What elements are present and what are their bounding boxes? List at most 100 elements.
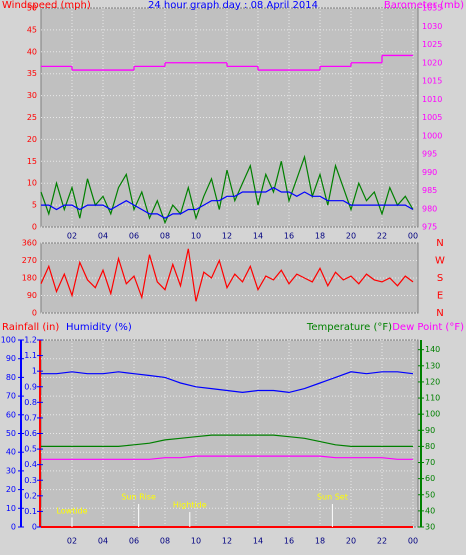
y-tick-label: 90 (27, 291, 37, 300)
y-tick-label: 10 (6, 504, 16, 513)
x-tick-label: 00 (408, 537, 418, 546)
annotation-label: Hightide (173, 501, 207, 510)
y-tick-label: 35 (27, 69, 37, 78)
y-tick-label: 1005 (422, 113, 442, 122)
series-line (40, 248, 414, 302)
y-tick-label: 30 (425, 523, 435, 532)
y-tick-label: 80 (6, 373, 16, 382)
y-tick-label: 10 (27, 179, 37, 188)
y-tick-label: 360 (22, 239, 37, 248)
legend-entry: Humidity (%) (66, 322, 132, 333)
y-tick-label: 1025 (422, 40, 442, 49)
x-tick-label: 14 (253, 232, 263, 241)
x-tick-label: 10 (191, 537, 201, 546)
x-tick-label: 08 (160, 537, 170, 546)
legend-entry: Rainfall (in) (2, 322, 59, 333)
y-tick-label: 50 (6, 429, 16, 438)
y-tick-label: 1035 (422, 4, 442, 13)
y-tick-label: 0 (11, 523, 16, 532)
plot-area (40, 242, 419, 314)
plot-area (40, 7, 419, 228)
y-tick-label: 0.7 (24, 413, 37, 422)
y-tick-label: 40 (6, 448, 16, 457)
annotation-label: Sun Rise (121, 493, 156, 502)
series-line (41, 186, 414, 219)
y-tick-label: 270 (22, 256, 37, 265)
y-tick-label: 0 (32, 309, 37, 318)
y-tick-label: 20 (27, 135, 37, 144)
y-tick-label: 110 (425, 394, 440, 403)
x-tick-label: 06 (129, 232, 139, 241)
x-tick-label: 18 (315, 232, 325, 241)
y-tick-label: 1000 (422, 131, 442, 140)
x-tick-label: 04 (98, 537, 108, 546)
y-tick-label: 0.5 (24, 445, 37, 454)
annotation-label: Sun Set (317, 493, 348, 502)
series-line (41, 434, 413, 447)
series-line (40, 154, 414, 225)
y-tick-label: 0.2 (24, 491, 37, 500)
y2-axis-label: Barometer (mb) (384, 0, 464, 11)
x-tick-label: 22 (377, 537, 387, 546)
x-tick-label: 12 (222, 232, 232, 241)
y-tick-label: 20 (6, 485, 16, 494)
x-tick-label: 22 (377, 232, 387, 241)
x-tick-label: 20 (346, 232, 356, 241)
y-tick-label: 1020 (422, 58, 442, 67)
y-tick-label: N (436, 238, 443, 249)
y-tick-label: 1.1 (24, 351, 37, 360)
y-tick-label: 120 (425, 377, 440, 386)
x-tick-label: 12 (222, 537, 232, 546)
y-tick-label: 0 (32, 223, 37, 232)
series-line (41, 455, 413, 460)
y-tick-label: 1.2 (24, 336, 37, 345)
x-tick-label: 02 (67, 537, 77, 546)
legend-entry: Dew Point (°F) (392, 322, 464, 333)
y-tick-label: 180 (22, 274, 37, 283)
y-tick-label: 995 (422, 150, 437, 159)
y-tick-label: 50 (27, 4, 37, 13)
y-tick-label: S (437, 273, 443, 284)
y-tick-label: 45 (27, 25, 37, 34)
y-tick-label: 1015 (422, 77, 442, 86)
y-tick-label: 0.6 (24, 429, 37, 438)
x-tick-label: 16 (284, 232, 294, 241)
chart-title: 24 hour graph day : 08 April 2014 (148, 0, 318, 11)
y-tick-label: 0.9 (24, 382, 37, 391)
y-tick-label: 30 (6, 466, 16, 475)
x-tick-label: 04 (98, 232, 108, 241)
y-tick-label: 130 (425, 361, 440, 370)
y-tick-label: 1010 (422, 95, 442, 104)
y-tick-label: 140 (425, 345, 440, 354)
y-tick-label: 70 (425, 458, 435, 467)
y-tick-label: 90 (6, 354, 16, 363)
y-tick-label: 50 (425, 490, 435, 499)
x-tick-label: 08 (160, 232, 170, 241)
y-tick-label: 100 (1, 336, 16, 345)
y-tick-label: W (435, 256, 445, 267)
y-tick-label: 30 (27, 91, 37, 100)
y-tick-label: 60 (6, 410, 16, 419)
y-axis-label: Windspeed (mph) (2, 0, 91, 11)
x-tick-label: 06 (129, 537, 139, 546)
x-tick-label: 16 (284, 537, 294, 546)
y-tick-label: 1 (32, 367, 37, 376)
y-tick-label: 1030 (422, 22, 442, 31)
x-tick-label: 20 (346, 537, 356, 546)
y-tick-label: 60 (425, 474, 435, 483)
x-tick-label: 10 (191, 232, 201, 241)
y-tick-label: 985 (422, 186, 437, 195)
plot-area (40, 339, 419, 528)
y-tick-label: 0.8 (24, 398, 37, 407)
y-tick-label: 0.4 (24, 460, 37, 469)
legend-entry: Temperature (°F) (306, 322, 392, 333)
y-tick-label: 90 (425, 426, 435, 435)
y-tick-label: 0.1 (24, 507, 37, 516)
y-tick-label: E (437, 291, 443, 302)
y-tick-label: 15 (27, 157, 37, 166)
x-tick-label: 14 (253, 537, 263, 546)
y-tick-label: 25 (27, 113, 37, 122)
x-tick-label: 00 (408, 232, 418, 241)
